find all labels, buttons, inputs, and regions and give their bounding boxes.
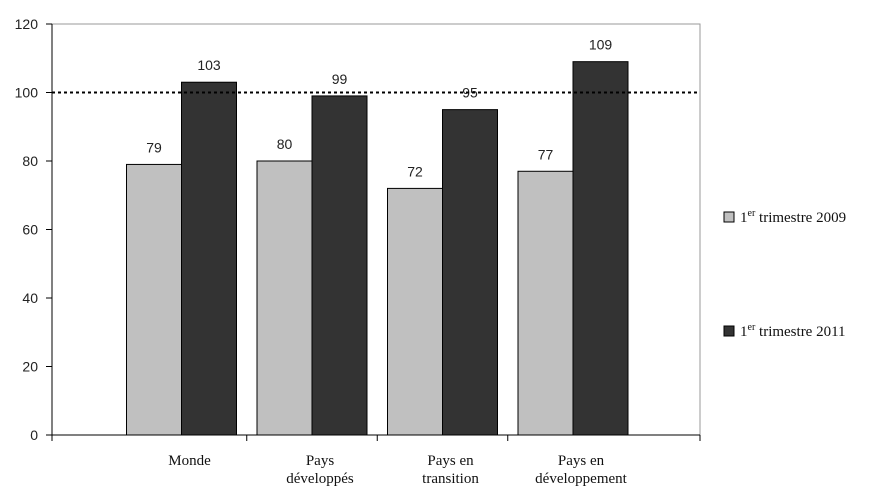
y-tick-label: 100 [15, 85, 39, 101]
legend-label-sup: er [748, 322, 756, 333]
y-tick-label: 80 [22, 153, 38, 169]
data-label: 77 [538, 146, 554, 162]
y-axis: 0 20 40 60 80 100 120 [15, 16, 53, 443]
data-label: 95 [462, 85, 478, 101]
bar-series-2 [442, 109, 498, 436]
data-label: 80 [277, 136, 293, 152]
bars [126, 61, 629, 436]
data-labels: 79 103 80 99 72 95 77 109 [146, 37, 612, 180]
bar-series-1 [387, 187, 443, 436]
y-tick-label: 60 [22, 222, 38, 238]
legend-label: 1er trimestre 2011 [740, 322, 846, 340]
category-label-line: Pays en [558, 453, 605, 469]
bar-series-2 [572, 61, 629, 436]
legend-swatch [723, 325, 735, 337]
bar-series-2 [311, 95, 368, 436]
y-tick-label: 20 [22, 359, 38, 375]
data-label: 79 [146, 139, 162, 155]
legend-swatch [723, 211, 735, 223]
legend-label-rest: trimestre 2009 [755, 210, 846, 226]
data-label: 103 [197, 57, 221, 73]
category-label: Pays en transition [422, 453, 479, 487]
category-label-line: développés [286, 471, 354, 487]
bar-series-1 [256, 160, 313, 436]
category-label: Monde [168, 453, 211, 469]
data-label: 99 [332, 71, 348, 87]
category-label-line: transition [422, 471, 479, 487]
legend-label-rest: trimestre 2011 [755, 324, 845, 340]
category-label-line: Monde [168, 453, 211, 469]
data-label: 109 [589, 37, 613, 53]
category-label: Pays en développement [535, 453, 627, 487]
bar-series-1 [517, 170, 574, 436]
category-label-line: Pays [306, 453, 335, 469]
y-tick-label: 0 [30, 427, 38, 443]
y-tick-label: 40 [22, 290, 38, 306]
category-label-line: Pays en [427, 453, 474, 469]
category-label-line: développement [535, 471, 627, 487]
y-tick-label: 120 [15, 16, 39, 32]
bar-series-2 [181, 81, 237, 436]
legend-label-base: 1 [740, 210, 748, 226]
legend-label: 1er trimestre 2009 [740, 208, 846, 226]
category-label: Pays développés [286, 453, 354, 487]
legend-label-base: 1 [740, 324, 748, 340]
data-label: 72 [407, 163, 423, 179]
legend-label-sup: er [748, 208, 756, 219]
bar-series-1 [126, 163, 182, 436]
